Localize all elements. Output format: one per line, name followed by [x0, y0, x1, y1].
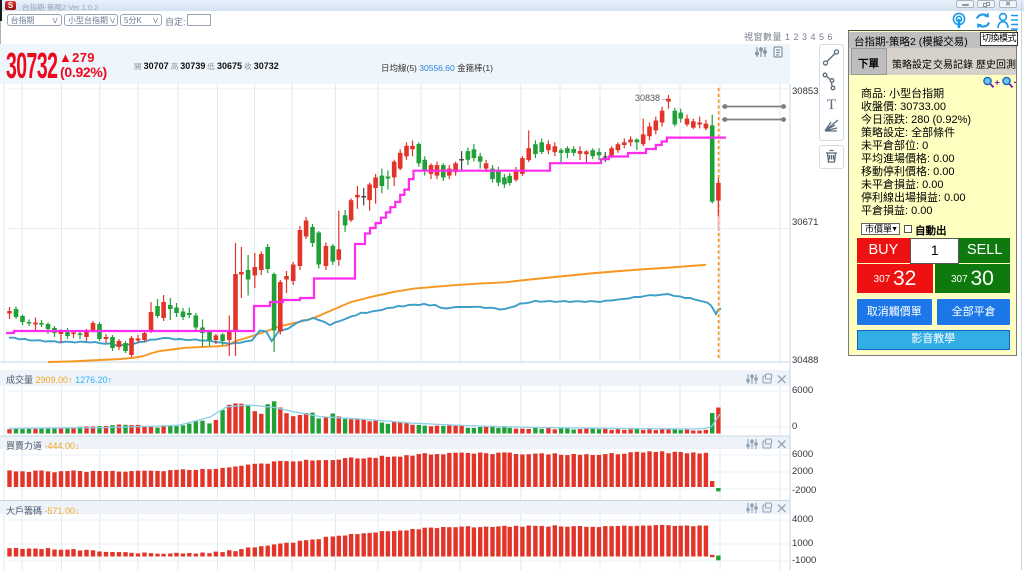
- svg-text:-: -: [1014, 77, 1017, 88]
- svg-text:T: T: [827, 97, 836, 113]
- svg-text:+: +: [995, 78, 1000, 88]
